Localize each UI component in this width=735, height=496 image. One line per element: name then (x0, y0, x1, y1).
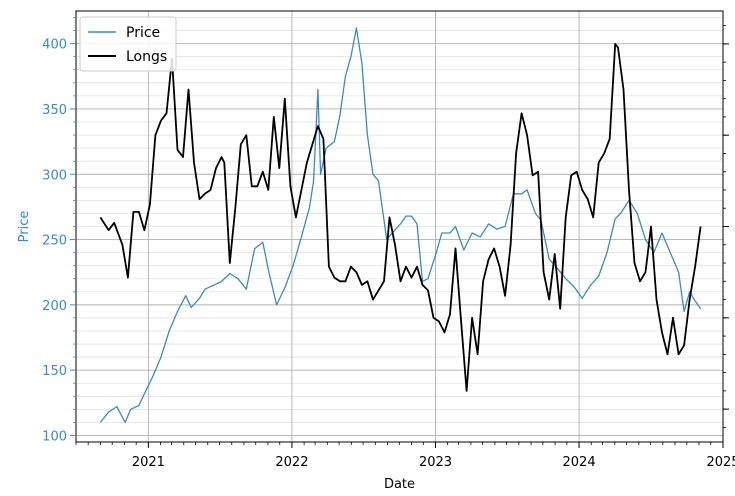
longs-series-line (99, 43, 702, 392)
minor-gridlines (76, 17, 723, 423)
legend-label-price: Price (126, 25, 160, 41)
y-tick-label: 300 (42, 168, 67, 183)
x-axis: 2021 2022 2023 2024 2025 (75, 442, 735, 470)
y-tick-label: 250 (42, 234, 67, 249)
y-axis-label: Price (17, 211, 32, 243)
x-tick-label: 2024 (563, 455, 596, 470)
y-axis-left: 100 150 200 250 300 350 400 (42, 17, 76, 444)
y-axis-right (723, 25, 729, 428)
x-tick-label: 2021 (132, 455, 165, 470)
x-tick-label: 2022 (275, 455, 308, 470)
y-tick-label: 350 (42, 103, 67, 118)
y-tick-label: 200 (42, 299, 67, 314)
y-tick-label: 100 (42, 429, 67, 444)
legend-box (79, 16, 177, 72)
x-tick-label: 2025 (706, 455, 735, 470)
legend: Price Longs (79, 16, 177, 72)
x-axis-label: Date (384, 477, 415, 492)
series-layer (99, 27, 702, 424)
x-tick-label: 2023 (419, 455, 452, 470)
y-tick-label: 150 (42, 364, 67, 379)
legend-label-longs: Longs (126, 49, 167, 65)
y-tick-label: 400 (42, 38, 67, 53)
